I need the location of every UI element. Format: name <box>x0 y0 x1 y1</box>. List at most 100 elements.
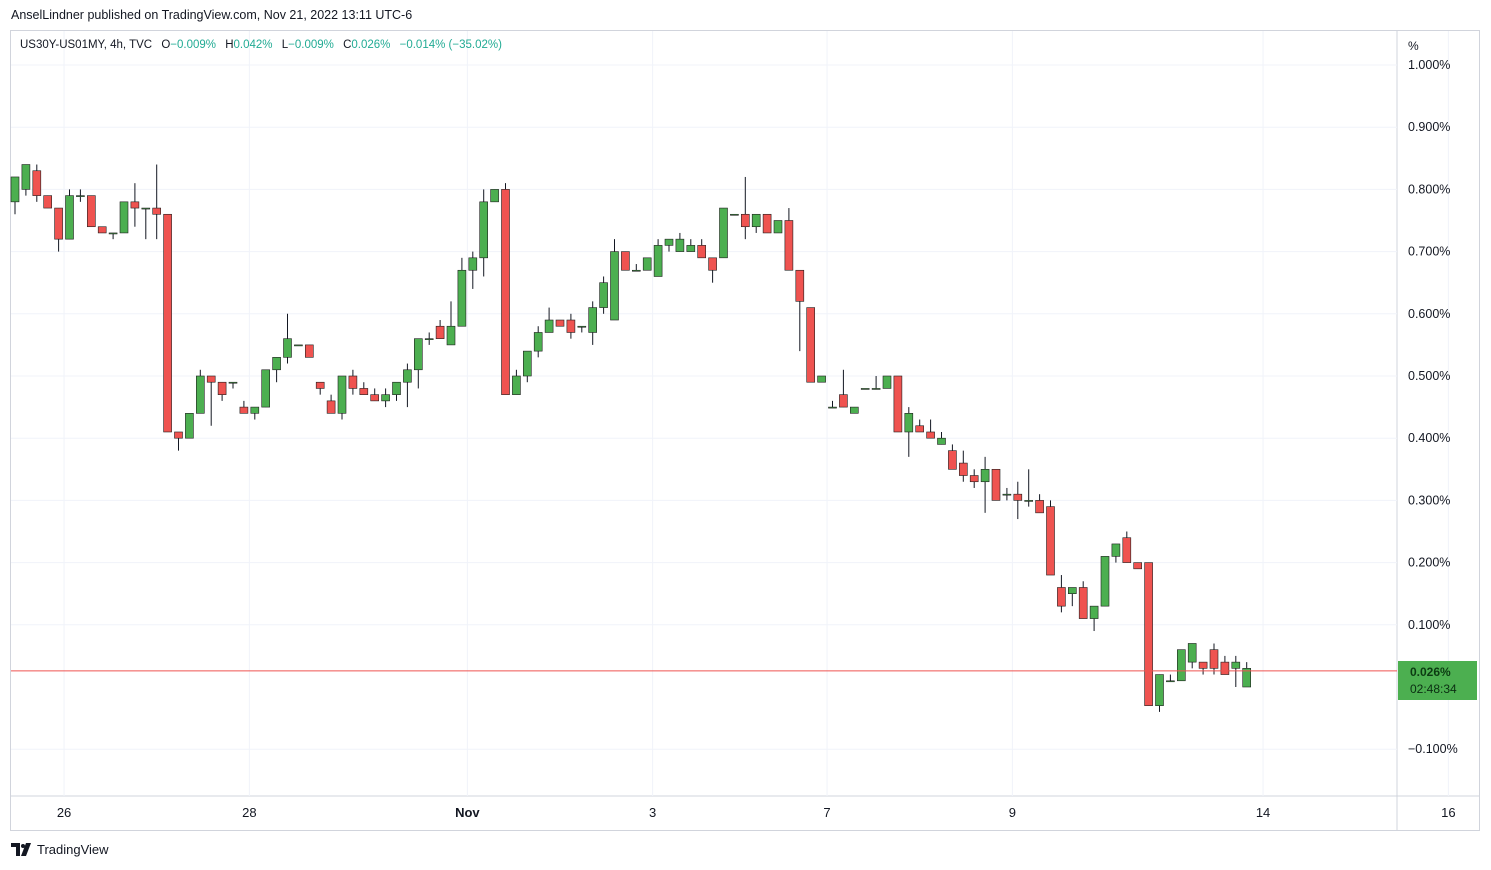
candle-body <box>381 394 390 402</box>
candle-body <box>1089 605 1099 619</box>
candle-body <box>686 245 696 252</box>
candle <box>43 195 53 209</box>
candle <box>512 369 521 395</box>
candle <box>1155 674 1164 712</box>
candle <box>631 264 641 272</box>
candle-body <box>1068 587 1077 594</box>
candle-body <box>108 232 118 235</box>
candle <box>87 195 96 228</box>
candle-body <box>1187 643 1197 663</box>
candle <box>533 326 543 358</box>
candle-body <box>991 468 1001 501</box>
price-tick-label: 0.200% <box>1408 556 1450 570</box>
candle <box>1078 581 1088 619</box>
candle-body <box>555 319 565 327</box>
candle <box>1024 469 1033 507</box>
candle <box>980 456 990 513</box>
candle <box>849 406 859 414</box>
candle-body <box>1209 649 1219 669</box>
price-tick-label: 0.100% <box>1408 618 1450 632</box>
candle-body <box>446 325 456 346</box>
candle <box>239 400 249 414</box>
candle <box>1242 662 1251 688</box>
candle <box>544 307 554 333</box>
candle <box>315 381 325 395</box>
candle <box>294 344 303 347</box>
candle-body <box>1133 562 1142 570</box>
candle-body <box>762 213 772 234</box>
candle-body <box>610 251 619 321</box>
candle-body <box>65 195 74 240</box>
candle <box>403 363 412 408</box>
candle-body <box>97 226 107 234</box>
chart-grid <box>11 31 1479 830</box>
candle <box>1046 500 1055 576</box>
candle-body <box>1198 661 1208 669</box>
symbol-legend: US30Y-US01MY, 4h, TVC O−0.009% H0.042% L… <box>20 39 502 51</box>
candle <box>130 183 140 227</box>
candle-body <box>43 195 53 209</box>
candle-body <box>32 170 42 196</box>
candle-body <box>828 406 837 409</box>
candle-body <box>1144 562 1153 706</box>
candle <box>1144 562 1153 706</box>
candle <box>65 189 74 240</box>
candle <box>566 313 576 339</box>
candle <box>697 239 707 259</box>
candle <box>1166 674 1175 683</box>
candle <box>948 444 957 470</box>
published-by-line: AnselLindner published on TradingView.co… <box>11 8 413 22</box>
time-tick-label: 26 <box>57 805 71 820</box>
candle-body <box>479 201 489 259</box>
candle <box>206 375 216 426</box>
candle <box>10 176 20 215</box>
candle-body <box>206 375 216 383</box>
candle <box>468 251 478 289</box>
candle <box>795 269 805 352</box>
candle <box>424 332 434 345</box>
candle-body <box>958 462 968 476</box>
candle-body <box>1035 500 1044 514</box>
candle-body <box>457 269 467 327</box>
candle <box>1177 649 1186 682</box>
candle-body <box>1111 543 1121 557</box>
price-tick-label: 0.400% <box>1408 431 1450 445</box>
candle-body <box>544 319 554 333</box>
candle-body <box>937 437 946 445</box>
candle-body <box>708 257 717 271</box>
candle <box>751 213 761 233</box>
candle-body <box>675 238 685 252</box>
candle-body <box>272 357 281 371</box>
candle <box>1013 481 1023 520</box>
candle <box>457 257 467 327</box>
footer-brand[interactable]: TradingView <box>11 842 109 857</box>
candle-body <box>337 375 347 414</box>
candle-body <box>1100 556 1110 607</box>
candle <box>392 381 401 401</box>
candle <box>174 431 183 451</box>
candle <box>141 207 151 240</box>
candle-body <box>882 375 892 389</box>
candle-body <box>588 307 598 333</box>
bar-countdown: 02:48:34 <box>1410 682 1457 696</box>
candle <box>828 400 837 409</box>
candle <box>1187 643 1197 669</box>
candle-body <box>948 450 957 470</box>
candle <box>1198 661 1208 675</box>
candle <box>871 376 881 390</box>
candle <box>348 369 358 395</box>
candle <box>446 301 456 346</box>
candle-body <box>1046 506 1055 576</box>
candle <box>522 350 532 383</box>
candle-body <box>871 388 881 390</box>
candle <box>969 469 979 488</box>
candle-body <box>10 176 20 203</box>
candle-body <box>239 406 249 414</box>
candle <box>1231 655 1241 687</box>
candle <box>1133 562 1142 570</box>
candle-body <box>261 369 271 408</box>
candle <box>926 419 935 439</box>
candle <box>806 307 816 383</box>
candle-body <box>664 238 674 246</box>
